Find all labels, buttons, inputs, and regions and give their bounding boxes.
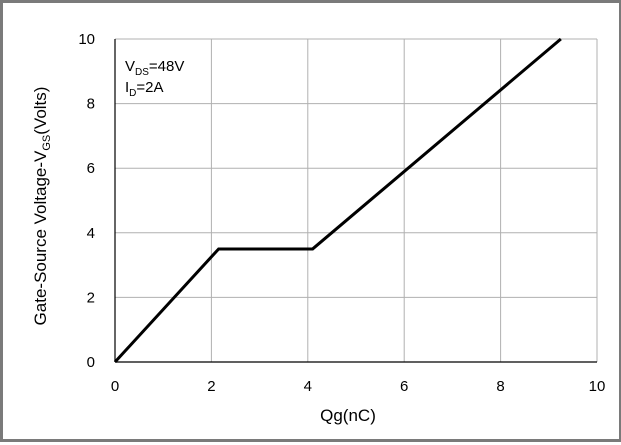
annotation-vds-subscript: DS: [135, 67, 149, 78]
x-tick-label-10: 10: [589, 378, 606, 395]
y-tick-label-10: 10: [78, 31, 95, 48]
y-axis-label: Gate-Source Voltage-VGS(Volts): [31, 87, 53, 326]
y-tick-label-4: 4: [87, 225, 95, 242]
y-axis-label-unit: (Volts): [31, 87, 50, 135]
x-tick-labels: 0 2 4 6 8 10: [111, 378, 606, 395]
axes: [114, 39, 597, 363]
grid: [115, 38, 598, 362]
series-lines: [113, 37, 562, 364]
y-axis-label-main: Gate-Source Voltage-V: [31, 150, 50, 325]
annotation-id-main: I: [125, 79, 129, 96]
annotation-vds-main: V: [125, 58, 135, 75]
x-tick-label-0: 0: [111, 378, 119, 395]
annotation-id-subscript: D: [129, 88, 136, 99]
annotation-vds-value: =48V: [149, 58, 184, 75]
gate-charge-chart: 0 2 4 6 8 10 0 2 4 6 8 10 Qg(nC) Gate-Source Volta…: [31, 31, 606, 425]
y-tick-labels: 0 2 4 6 8 10: [78, 31, 95, 371]
x-axis-label: Qg(nC): [320, 406, 376, 425]
series-line-0: [113, 37, 562, 364]
x-tick-label-6: 6: [400, 378, 408, 395]
annotation-vds: VDS=48V: [125, 58, 184, 78]
x-tick-label-8: 8: [496, 378, 504, 395]
y-tick-label-8: 8: [87, 96, 95, 113]
y-axis-label-subscript: GS: [41, 135, 53, 151]
x-tick-label-4: 4: [304, 378, 312, 395]
annotation-id-value: =2A: [136, 79, 163, 96]
y-tick-label-0: 0: [87, 354, 95, 371]
annotation-id: ID=2A: [125, 79, 164, 99]
x-tick-label-2: 2: [207, 378, 215, 395]
y-tick-label-2: 2: [87, 289, 95, 306]
y-tick-label-6: 6: [87, 160, 95, 177]
